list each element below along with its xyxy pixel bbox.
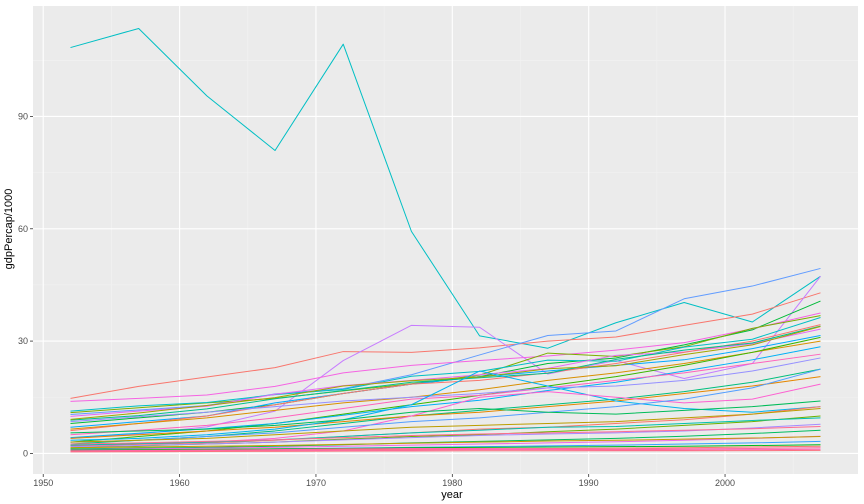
series-line-13 bbox=[70, 326, 821, 420]
x-axis: 1950 1960 1970 1980 1990 2000 bbox=[33, 474, 735, 488]
y-tick-label: 90 bbox=[18, 111, 28, 121]
series-line-31 bbox=[70, 429, 821, 450]
x-tick-label: 1960 bbox=[170, 478, 190, 488]
series-line-1 bbox=[70, 27, 821, 349]
series-line-12 bbox=[70, 325, 821, 421]
x-tick-label: 1980 bbox=[442, 478, 462, 488]
x-tick-label: 2000 bbox=[715, 478, 735, 488]
major-gridlines bbox=[33, 6, 858, 474]
series-line-21 bbox=[70, 370, 821, 441]
series-line-38 bbox=[70, 447, 821, 452]
series-line-39 bbox=[70, 449, 821, 453]
series-lines bbox=[70, 27, 821, 453]
y-axis: 0 30 60 90 bbox=[18, 111, 33, 458]
series-line-28 bbox=[70, 417, 821, 446]
y-tick-label: 60 bbox=[18, 224, 28, 234]
series-line-25 bbox=[70, 406, 821, 447]
series-line-18 bbox=[70, 357, 821, 423]
series-line-4 bbox=[70, 276, 821, 439]
y-tick-label: 30 bbox=[18, 336, 28, 346]
series-line-14 bbox=[70, 340, 821, 430]
x-tick-label: 1970 bbox=[306, 478, 326, 488]
series-line-11 bbox=[70, 324, 821, 432]
series-line-17 bbox=[70, 353, 821, 436]
plot-panel bbox=[33, 6, 858, 474]
series-line-2 bbox=[70, 292, 821, 399]
series-line-7 bbox=[70, 315, 821, 414]
series-line-23 bbox=[70, 368, 821, 443]
series-line-8 bbox=[70, 317, 821, 412]
series-line-24 bbox=[70, 400, 821, 434]
series-line-33 bbox=[70, 436, 821, 449]
series-line-6 bbox=[70, 312, 821, 402]
x-tick-label: 1990 bbox=[579, 478, 599, 488]
series-line-26 bbox=[70, 407, 821, 443]
series-line-20 bbox=[70, 376, 821, 439]
y-tick-label: 0 bbox=[23, 448, 28, 458]
series-line-30 bbox=[70, 425, 821, 445]
x-axis-title: year bbox=[441, 489, 463, 501]
series-line-36 bbox=[70, 444, 821, 451]
series-line-32 bbox=[70, 435, 821, 451]
x-tick-label: 1950 bbox=[33, 478, 53, 488]
y-axis-title: gdpPercap/1000 bbox=[3, 189, 15, 270]
